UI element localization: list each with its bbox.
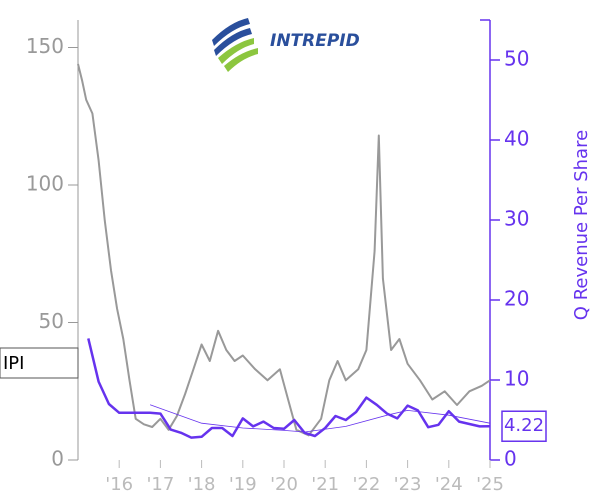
x-tick-label: '22 <box>352 474 380 495</box>
x-tick-label: '21 <box>311 474 339 495</box>
y2-tick-label: 20 <box>504 287 529 311</box>
x-tick-label: '17 <box>146 474 174 495</box>
logo: INTREPID <box>212 18 360 72</box>
x-tick-label: '23 <box>394 474 422 495</box>
line-series <box>87 338 491 439</box>
y-tick-label: 50 <box>39 309 64 333</box>
ticker-box <box>0 347 79 379</box>
last-value-label: 4.22 <box>504 415 544 436</box>
y2-tick-label: 10 <box>504 367 529 391</box>
x-tick-label: '24 <box>435 474 463 495</box>
logo-text: INTREPID <box>270 31 360 51</box>
y-tick-label: 150 <box>26 34 64 58</box>
line-series <box>149 404 491 433</box>
x-tick-label: '20 <box>270 474 298 495</box>
y-tick-label: 0 <box>51 447 64 471</box>
x-tick-label: '25 <box>476 474 504 495</box>
y2-tick-label: 30 <box>504 207 529 231</box>
last-value-box <box>501 410 547 442</box>
y2-tick-label: 40 <box>504 127 529 151</box>
y2-axis-title: Q Revenue Per Share <box>571 130 592 320</box>
y2-tick-label: 50 <box>504 47 529 71</box>
line-series <box>77 63 491 437</box>
y2-tick-label: 0 <box>504 447 517 471</box>
ticker-label: IPI <box>3 353 24 374</box>
y-tick-label: 100 <box>26 172 64 196</box>
x-tick-label: '18 <box>188 474 216 495</box>
x-tick-label: '16 <box>105 474 133 495</box>
x-tick-label: '19 <box>229 474 257 495</box>
